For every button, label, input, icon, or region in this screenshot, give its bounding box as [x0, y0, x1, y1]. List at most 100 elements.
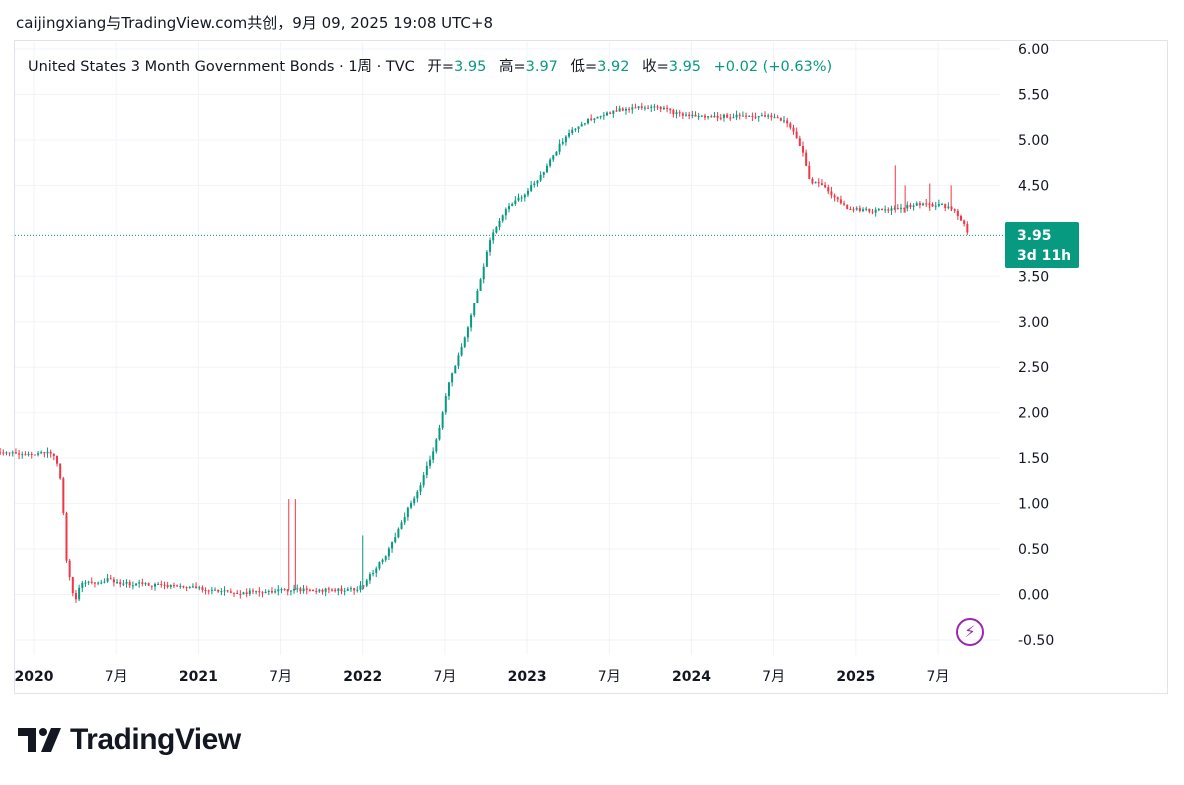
candle-body: [571, 129, 574, 134]
legend-high: 3.97: [525, 59, 558, 75]
candle-body: [922, 203, 925, 206]
candle-body: [624, 108, 627, 111]
candle-body: [675, 112, 678, 115]
candle-body: [789, 123, 792, 128]
x-axis: 2020 7月 2021 7月 2022 7月 2023 7月 2024 7月 2025 7月: [15, 669, 950, 685]
candle-body: [321, 589, 324, 592]
candle-body: [558, 143, 561, 152]
candle-body: [103, 581, 106, 583]
candle-body: [963, 220, 966, 225]
candle-body: [201, 587, 204, 590]
candle-body: [862, 209, 865, 211]
candle-body: [258, 591, 261, 593]
candle-body: [428, 459, 431, 466]
candle-body: [906, 204, 909, 209]
candle-body: [340, 588, 343, 592]
flash-icon[interactable]: ⚡: [956, 618, 984, 646]
candle-body: [836, 197, 839, 200]
candle-body: [707, 116, 710, 118]
candle-body: [125, 582, 128, 584]
candle-body: [435, 439, 438, 452]
candle-body: [811, 178, 814, 184]
grid-lines: [15, 42, 1000, 655]
chart-legend: United States 3 Month Government Bonds ·…: [28, 55, 832, 76]
legend-open-label: 开=: [427, 59, 455, 75]
candle-body: [846, 204, 849, 210]
candle-body: [716, 115, 719, 118]
candle-body: [81, 583, 84, 588]
candle-body: [504, 209, 507, 216]
candle-body: [871, 211, 874, 213]
x-tick-label: 7月: [598, 669, 621, 685]
candle-body: [274, 591, 277, 593]
candle-body: [602, 115, 605, 117]
candle-body: [308, 589, 311, 591]
candle-body: [90, 581, 93, 583]
candle-body: [877, 209, 880, 211]
candle-body: [239, 593, 242, 595]
candle-body: [890, 208, 893, 211]
candle-body: [956, 210, 959, 216]
candle-body: [419, 485, 422, 492]
candle-body: [760, 115, 763, 117]
candle-body: [599, 116, 602, 118]
candle-body: [144, 583, 147, 585]
candle-body: [865, 208, 868, 210]
candle-body: [37, 453, 40, 455]
candle-body: [65, 513, 68, 561]
candle-body: [242, 592, 245, 595]
candle-body: [56, 455, 59, 464]
candle-body: [188, 587, 191, 589]
candle-body: [612, 110, 615, 114]
candle-body: [261, 592, 264, 594]
x-tick-label: 7月: [105, 669, 128, 685]
candle-body: [669, 108, 672, 111]
candle-body: [169, 585, 172, 587]
candle-body: [0, 452, 2, 454]
candle-body: [738, 114, 741, 116]
candle-body: [172, 585, 175, 587]
candle-body: [495, 227, 498, 233]
candle-body: [343, 590, 346, 592]
candle-body: [62, 478, 65, 514]
candle-body: [182, 586, 185, 588]
candle-body: [78, 587, 81, 600]
candle-body: [179, 586, 182, 588]
candle-body: [233, 592, 236, 594]
candle-body: [223, 590, 226, 592]
candle-body: [583, 123, 586, 125]
candle-body: [147, 583, 150, 586]
candle-body: [545, 165, 548, 173]
candle-body: [798, 138, 801, 147]
candle-body: [116, 582, 119, 584]
x-tick-label: 2020: [15, 669, 54, 685]
candle-body: [786, 120, 789, 124]
candle-body: [618, 108, 621, 112]
candle-body: [447, 382, 450, 397]
candle-body: [400, 522, 403, 529]
y-axis: 6.00 5.50 5.00 4.50 3.50 3.00 2.50 2.00 1.50 1.00…: [1018, 42, 1054, 649]
candle-body: [574, 128, 577, 130]
candle-body: [416, 491, 419, 499]
candle-body: [501, 215, 504, 221]
candle-body: [293, 588, 296, 591]
candle-body: [135, 583, 138, 586]
tradingview-wordmark: TradingView: [70, 723, 241, 756]
candle-body: [874, 209, 877, 213]
candle-body: [549, 159, 552, 166]
candle-body: [514, 200, 517, 204]
candle-body: [40, 452, 43, 454]
candle-body: [463, 337, 466, 347]
tradingview-logo[interactable]: TradingView: [18, 723, 241, 756]
candle-body: [157, 583, 160, 585]
y-tick-label: 4.50: [1018, 178, 1049, 194]
candle-body: [302, 588, 305, 592]
candle-body: [109, 578, 112, 580]
candle-body: [207, 590, 210, 592]
candle-body: [808, 165, 811, 179]
candle-body: [457, 355, 460, 366]
legend-high-label: 高=: [498, 59, 526, 75]
candle-body: [74, 593, 77, 600]
candle-body: [122, 583, 125, 585]
